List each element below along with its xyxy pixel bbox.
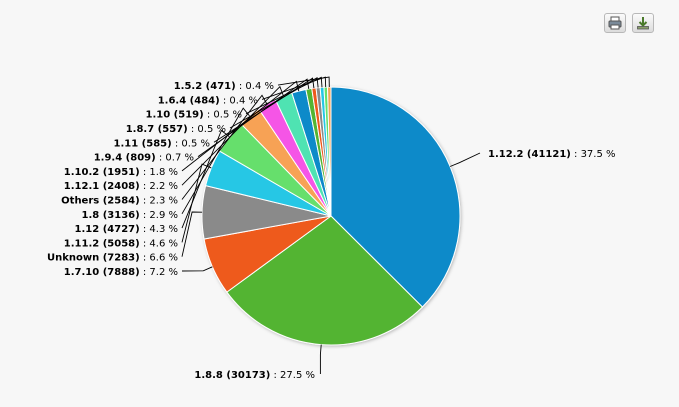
data-label-1-11-585: 1.11 (585) : 0.5 % [114,138,210,149]
printer-icon [608,16,622,30]
connector-1-11-585 [213,77,315,143]
data-label-1-8-7-557: 1.8.7 (557) : 0.5 % [126,124,226,135]
print-button[interactable] [604,13,626,33]
pie-slice-1-5-2-471[interactable] [327,86,332,217]
data-label-1-8-8-30173: 1.8.8 (30173) : 27.5 % [194,370,315,381]
data-label-1-9-4-809: 1.9.4 (809) : 0.7 % [94,153,194,164]
connector-1-9-4-809 [197,78,310,157]
data-label-1-12-4727: 1.12 (4727) : 4.3 % [75,224,178,235]
data-label-1-10-2-1951: 1.10.2 (1951) : 1.8 % [64,167,178,178]
label-connectors [181,76,481,374]
connector-1-11-2-5058 [181,163,212,243]
data-label-1-5-2-471: 1.5.2 (471) : 0.4 % [174,81,274,92]
data-label-unknown-7283: Unknown (7283) : 6.6 % [47,253,178,264]
data-label-1-11-2-5058: 1.11.2 (5058) : 4.6 % [64,238,178,249]
connector-unknown-7283 [181,211,203,257]
pie-slice-1-12-2-41121[interactable] [330,86,461,308]
data-label-1-12-1-2408: 1.12.1 (2408) : 2.2 % [64,181,178,192]
connector-1-8-8-30173 [319,344,322,374]
connector-1-6-4-484 [261,76,327,100]
data-label-1-10-519: 1.10 (519) : 0.5 % [146,110,242,121]
connector-1-12-2-41121 [449,152,481,167]
data-label-1-7-10-7888: 1.7.10 (7888) : 7.2 % [64,267,178,278]
pie-slices [201,86,461,346]
export-button[interactable] [632,13,654,33]
connector-1-7-10-7888 [181,266,213,272]
download-icon [637,17,649,30]
data-label-1-8-3136: 1.8 (3136) : 2.9 % [82,210,178,221]
data-label-others-2584: Others (2584) : 2.3 % [61,196,178,207]
connector-1-12-4727 [181,129,230,229]
connector-1-5-2-471 [277,76,330,88]
data-label-1-12-2-41121: 1.12.2 (41121) : 37.5 % [488,149,616,160]
connector-1-10-519 [245,76,323,115]
data-label-1-6-4-484: 1.6.4 (484) : 0.4 % [158,95,258,106]
connector-1-8-7-557 [229,76,319,129]
data-labels: 1.12.2 (41121) : 37.5 % 1.8.8 (30173) : 2… [47,81,616,381]
